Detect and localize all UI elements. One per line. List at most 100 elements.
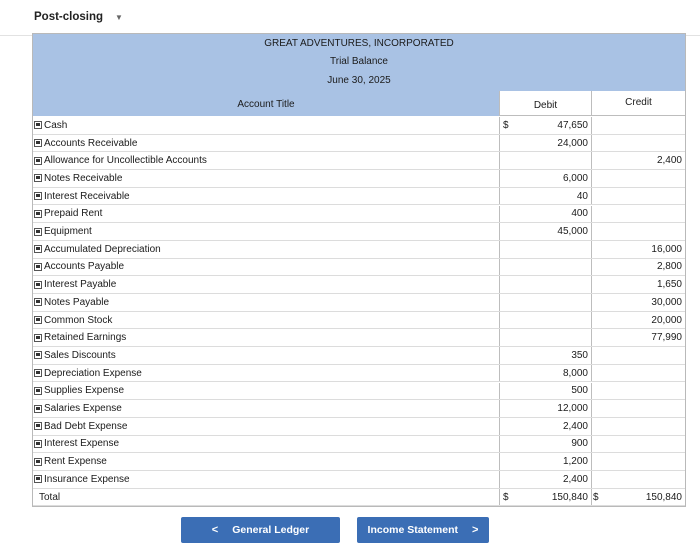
account-title-input[interactable]: Bad Debt Expense <box>44 420 128 432</box>
account-title-input[interactable]: Sales Discounts <box>44 349 116 361</box>
statement-date: June 30, 2025 <box>327 75 391 86</box>
account-title-input[interactable]: Notes Receivable <box>44 172 123 184</box>
account-select-icon[interactable] <box>34 298 42 307</box>
account-title-input[interactable]: Allowance for Uncollectible Accounts <box>44 155 207 167</box>
total-row: Total $ 150,840 $ 150,840 <box>33 488 685 507</box>
credit-input[interactable]: 1,650 <box>656 279 682 291</box>
debit-input[interactable]: 45,000 <box>557 226 588 238</box>
debit-input[interactable]: 2,400 <box>562 473 588 485</box>
account-select-icon[interactable] <box>34 174 42 183</box>
table-row: Interest Payable 1,650 <box>33 276 685 294</box>
account-title-input[interactable]: Equipment <box>44 226 92 238</box>
account-select-icon[interactable] <box>34 121 42 130</box>
account-title-input[interactable]: Insurance Expense <box>44 473 130 485</box>
total-debit-input[interactable]: 150,840 <box>551 491 588 503</box>
debit-column-bg <box>499 91 591 506</box>
account-select-icon[interactable] <box>34 404 42 413</box>
income-statement-button-label: Income Statement <box>367 524 458 536</box>
debit-input[interactable]: 40 <box>576 190 588 202</box>
account-select-icon[interactable] <box>34 245 42 254</box>
debit-input[interactable]: 6,000 <box>562 172 588 184</box>
chevron-left-icon: < <box>211 524 219 536</box>
total-debit-dollar: $ <box>503 491 509 503</box>
account-title-input[interactable]: Common Stock <box>44 314 113 326</box>
account-select-icon[interactable] <box>34 369 42 378</box>
table-row: Accumulated Depreciation 16,000 <box>33 240 685 259</box>
account-title-input[interactable]: Interest Receivable <box>44 190 130 202</box>
table-row: Rent Expense 1,200 <box>33 453 685 471</box>
credit-column-bg <box>591 91 685 506</box>
total-credit-input[interactable]: 150,840 <box>645 491 682 503</box>
account-title-input[interactable]: Accounts Receivable <box>44 137 138 149</box>
credit-input[interactable]: 16,000 <box>651 243 682 255</box>
account-select-icon[interactable] <box>34 351 42 360</box>
table-row: Notes Receivable 6,000 <box>33 170 685 188</box>
debit-dollar-sign: $ <box>503 120 509 131</box>
table-row: Salaries Expense 12,000 <box>33 400 685 418</box>
company-name: GREAT ADVENTURES, INCORPORATED <box>264 38 454 49</box>
credit-input[interactable]: 2,400 <box>656 155 682 167</box>
debit-input[interactable]: 8,000 <box>562 367 588 379</box>
account-select-icon[interactable] <box>34 280 42 289</box>
debit-input[interactable]: 350 <box>571 349 588 361</box>
account-select-icon[interactable] <box>34 209 42 218</box>
debit-input[interactable]: 1,200 <box>562 456 588 468</box>
account-select-icon[interactable] <box>34 316 42 325</box>
credit-input[interactable]: 30,000 <box>651 296 682 308</box>
account-select-icon[interactable] <box>34 439 42 448</box>
credit-input[interactable]: 2,800 <box>656 261 682 273</box>
account-select-icon[interactable] <box>34 227 42 236</box>
table-row: Accounts Payable 2,800 <box>33 258 685 277</box>
account-select-icon[interactable] <box>34 262 42 271</box>
table-row: Cash $47,650 <box>33 117 685 135</box>
statement-select[interactable]: Post-closing ▼ <box>34 11 123 23</box>
income-statement-button[interactable]: Income Statement > <box>357 517 489 543</box>
account-select-icon[interactable] <box>34 457 42 466</box>
debit-input[interactable]: 900 <box>571 438 588 450</box>
table-row: Supplies Expense 500 <box>33 382 685 401</box>
account-title-input[interactable]: Interest Payable <box>44 279 117 291</box>
account-select-icon[interactable] <box>34 156 42 165</box>
credit-input[interactable]: 77,990 <box>651 332 682 344</box>
account-title-input[interactable]: Cash <box>44 119 68 131</box>
chevron-right-icon: > <box>472 524 479 536</box>
statement-header: GREAT ADVENTURES, INCORPORATED Trial Bal… <box>33 34 685 91</box>
account-title-input[interactable]: Interest Expense <box>44 438 120 450</box>
account-select-icon[interactable] <box>34 386 42 395</box>
debit-input[interactable]: 400 <box>571 208 588 220</box>
trial-balance-worksheet: GREAT ADVENTURES, INCORPORATED Trial Bal… <box>32 33 686 507</box>
account-title-input[interactable]: Accumulated Depreciation <box>44 243 161 255</box>
table-row: Accounts Receivable 24,000 <box>33 134 685 153</box>
total-credit-dollar: $ <box>593 491 599 503</box>
account-title-input[interactable]: Salaries Expense <box>44 403 122 415</box>
table-row: Allowance for Uncollectible Accounts 2,40… <box>33 152 685 171</box>
table-row: Bad Debt Expense 2,400 <box>33 417 685 436</box>
account-select-icon[interactable] <box>34 422 42 431</box>
table-row: Interest Expense 900 <box>33 435 685 454</box>
account-title-input[interactable]: Retained Earnings <box>44 332 127 344</box>
table-row: Insurance Expense 2,400 <box>33 471 685 489</box>
account-select-icon[interactable] <box>34 192 42 201</box>
statement-name: Trial Balance <box>330 56 388 67</box>
debit-input[interactable]: 12,000 <box>557 403 588 415</box>
account-title-input[interactable]: Accounts Payable <box>44 261 125 273</box>
account-select-icon[interactable] <box>34 139 42 148</box>
debit-input[interactable]: 47,650 <box>557 119 588 131</box>
account-title-input[interactable]: Prepaid Rent <box>44 208 103 220</box>
debit-input[interactable]: 500 <box>571 385 588 397</box>
table-row: Depreciation Expense 8,000 <box>33 364 685 383</box>
account-select-icon[interactable] <box>34 333 42 342</box>
account-title-input[interactable]: Notes Payable <box>44 296 110 308</box>
table-row: Prepaid Rent 400 <box>33 205 685 224</box>
account-title-input[interactable]: Rent Expense <box>44 456 107 468</box>
credit-input[interactable]: 20,000 <box>651 314 682 326</box>
account-title-input[interactable]: Supplies Expense <box>44 385 125 397</box>
debit-input[interactable]: 2,400 <box>562 420 588 432</box>
debit-input[interactable]: 24,000 <box>557 137 588 149</box>
general-ledger-button[interactable]: < General Ledger <box>181 517 340 543</box>
account-title-input[interactable]: Depreciation Expense <box>44 367 142 379</box>
total-label: Total <box>39 491 61 503</box>
table-row: Common Stock 20,000 <box>33 311 685 330</box>
account-select-icon[interactable] <box>34 475 42 484</box>
table-row: Sales Discounts 350 <box>33 347 685 365</box>
